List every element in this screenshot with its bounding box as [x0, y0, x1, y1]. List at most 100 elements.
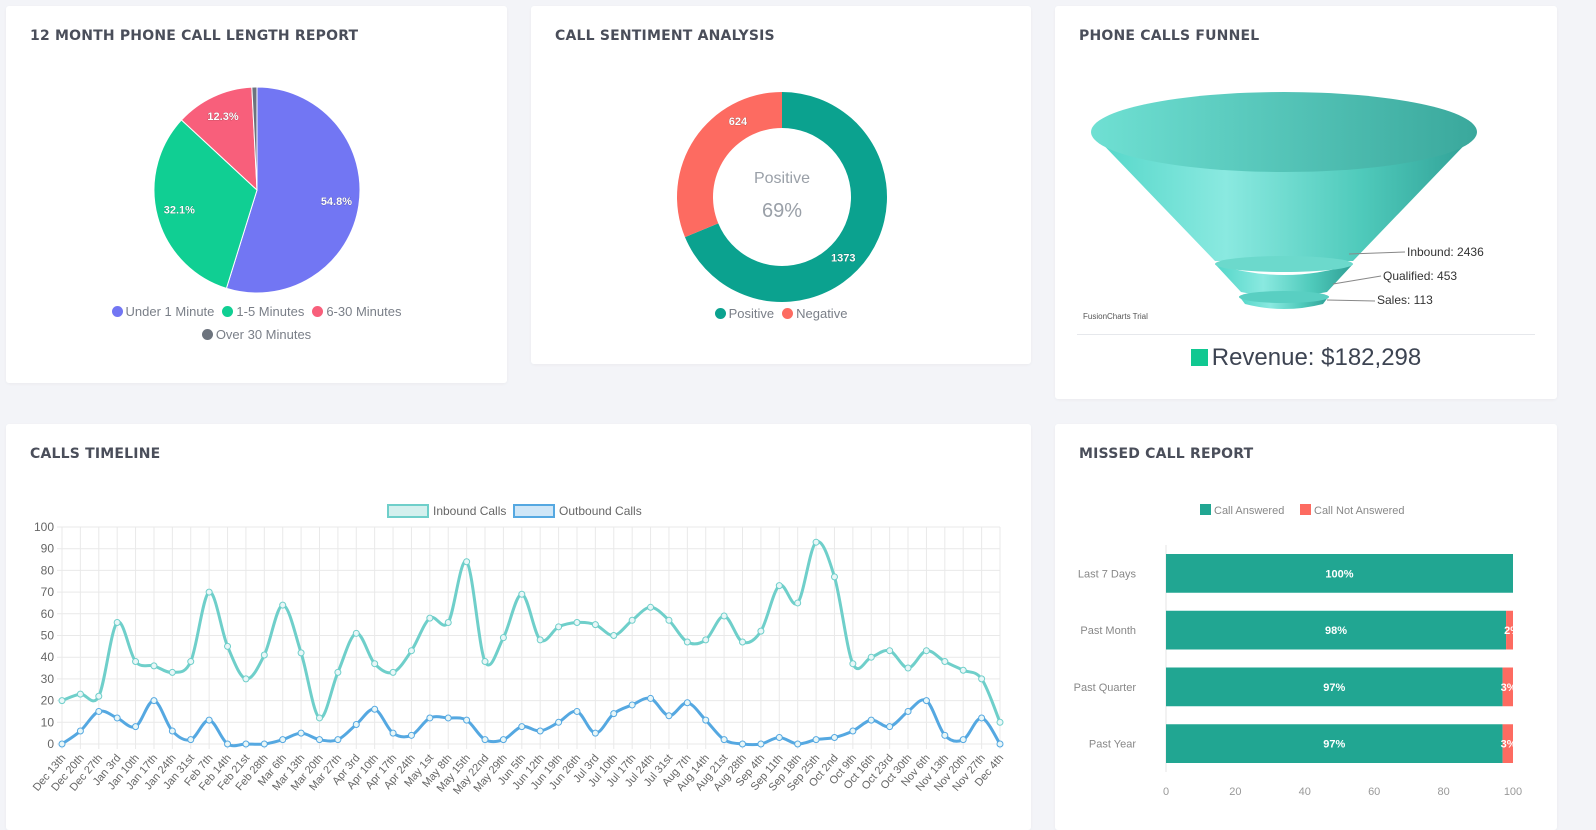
data-point[interactable] — [555, 718, 563, 726]
data-point[interactable] — [389, 729, 397, 737]
data-point[interactable] — [224, 740, 232, 748]
data-point[interactable] — [573, 618, 581, 626]
data-point[interactable] — [555, 623, 563, 631]
data-point[interactable] — [499, 736, 507, 744]
data-point[interactable] — [591, 729, 599, 737]
missed-call-chart[interactable]: 0 20 40 60 80 100 Last 7 Days 100% Past Month 98%… — [1055, 424, 1557, 830]
data-point[interactable] — [867, 716, 875, 724]
data-point[interactable] — [922, 647, 930, 655]
data-point[interactable] — [739, 638, 747, 646]
data-point[interactable] — [849, 660, 857, 668]
data-point[interactable] — [610, 632, 618, 639]
data-point[interactable] — [702, 716, 710, 724]
data-point[interactable] — [904, 707, 912, 715]
data-point[interactable] — [315, 714, 323, 722]
data-point[interactable] — [407, 731, 415, 739]
data-point[interactable] — [830, 573, 838, 581]
data-point[interactable] — [941, 658, 949, 666]
sentiment-donut-chart[interactable]: Positive 69% 1373 624 — [531, 6, 1031, 306]
data-point[interactable] — [407, 647, 415, 655]
data-point[interactable] — [168, 727, 176, 735]
data-point[interactable] — [481, 658, 489, 666]
bar-segment[interactable] — [1166, 554, 1513, 593]
data-point[interactable] — [867, 653, 875, 661]
data-point[interactable] — [794, 599, 802, 607]
data-point[interactable] — [58, 740, 66, 748]
data-point[interactable] — [720, 612, 728, 620]
data-point[interactable] — [463, 558, 471, 566]
data-point[interactable] — [518, 723, 526, 731]
data-point[interactable] — [334, 736, 342, 744]
bar-segment[interactable] — [1502, 724, 1513, 763]
pie-slice[interactable] — [153, 119, 258, 289]
pie-slice[interactable] — [225, 86, 361, 294]
data-point[interactable] — [720, 736, 728, 744]
data-point[interactable] — [426, 714, 434, 722]
data-point[interactable] — [775, 582, 783, 590]
data-point[interactable] — [242, 740, 250, 748]
series-line[interactable] — [61, 540, 1002, 723]
data-point[interactable] — [76, 727, 84, 735]
legend-item[interactable]: Under 1 Minute — [111, 304, 214, 319]
legend-item[interactable]: 6-30 Minutes — [312, 304, 401, 319]
data-point[interactable] — [959, 666, 967, 674]
data-point[interactable] — [775, 733, 783, 741]
data-point[interactable] — [463, 716, 471, 724]
data-point[interactable] — [389, 668, 397, 676]
data-point[interactable] — [334, 668, 342, 676]
data-point[interactable] — [297, 729, 305, 737]
data-point[interactable] — [683, 638, 691, 646]
data-point[interactable] — [757, 627, 765, 635]
data-point[interactable] — [922, 697, 930, 705]
data-point[interactable] — [647, 603, 655, 611]
data-point[interactable] — [297, 649, 305, 657]
data-point[interactable] — [812, 736, 820, 744]
legend-item[interactable]: Negative — [782, 306, 847, 321]
data-point[interactable] — [518, 590, 526, 598]
pie-slice[interactable] — [251, 86, 258, 191]
bar-segment[interactable] — [1506, 610, 1513, 650]
data-point[interactable] — [665, 712, 673, 720]
series-line[interactable] — [61, 696, 1002, 748]
data-point[interactable] — [205, 588, 213, 596]
data-point[interactable] — [113, 618, 121, 626]
data-point[interactable] — [941, 731, 949, 739]
data-point[interactable] — [150, 697, 158, 705]
data-point[interactable] — [959, 736, 967, 744]
data-point[interactable] — [187, 736, 195, 744]
data-point[interactable] — [904, 664, 912, 672]
data-point[interactable] — [573, 707, 581, 715]
data-point[interactable] — [58, 697, 66, 705]
data-point[interactable] — [371, 660, 379, 668]
data-point[interactable] — [886, 647, 894, 655]
data-point[interactable] — [426, 614, 434, 622]
data-point[interactable] — [499, 634, 507, 642]
data-point[interactable] — [702, 636, 710, 644]
legend-item[interactable]: Positive — [714, 306, 774, 321]
call-length-pie-chart[interactable]: 54.8% 32.1% 12.3% — [6, 6, 507, 306]
bar-segment[interactable] — [1166, 667, 1503, 707]
legend-swatch[interactable] — [387, 504, 429, 518]
data-point[interactable] — [260, 651, 268, 659]
data-point[interactable] — [647, 694, 655, 702]
pie-slice[interactable] — [180, 86, 258, 192]
phone-calls-funnel-chart[interactable]: Inbound: 2436 Qualified: 453 Sales: 113 — [1055, 6, 1557, 326]
data-point[interactable] — [886, 723, 894, 731]
bar-segment[interactable] — [1166, 724, 1503, 763]
data-point[interactable] — [794, 740, 802, 748]
data-point[interactable] — [536, 636, 544, 644]
legend-item[interactable]: 1-5 Minutes — [222, 304, 304, 319]
legend-swatch[interactable] — [513, 504, 555, 518]
data-point[interactable] — [260, 740, 268, 748]
data-point[interactable] — [113, 714, 121, 722]
data-point[interactable] — [628, 701, 636, 709]
data-point[interactable] — [95, 707, 103, 715]
data-point[interactable] — [315, 736, 323, 744]
bar-segment[interactable] — [1166, 610, 1507, 650]
data-point[interactable] — [95, 692, 103, 700]
data-point[interactable] — [812, 538, 820, 546]
data-point[interactable] — [132, 658, 140, 666]
data-point[interactable] — [150, 662, 158, 670]
data-point[interactable] — [279, 601, 287, 609]
